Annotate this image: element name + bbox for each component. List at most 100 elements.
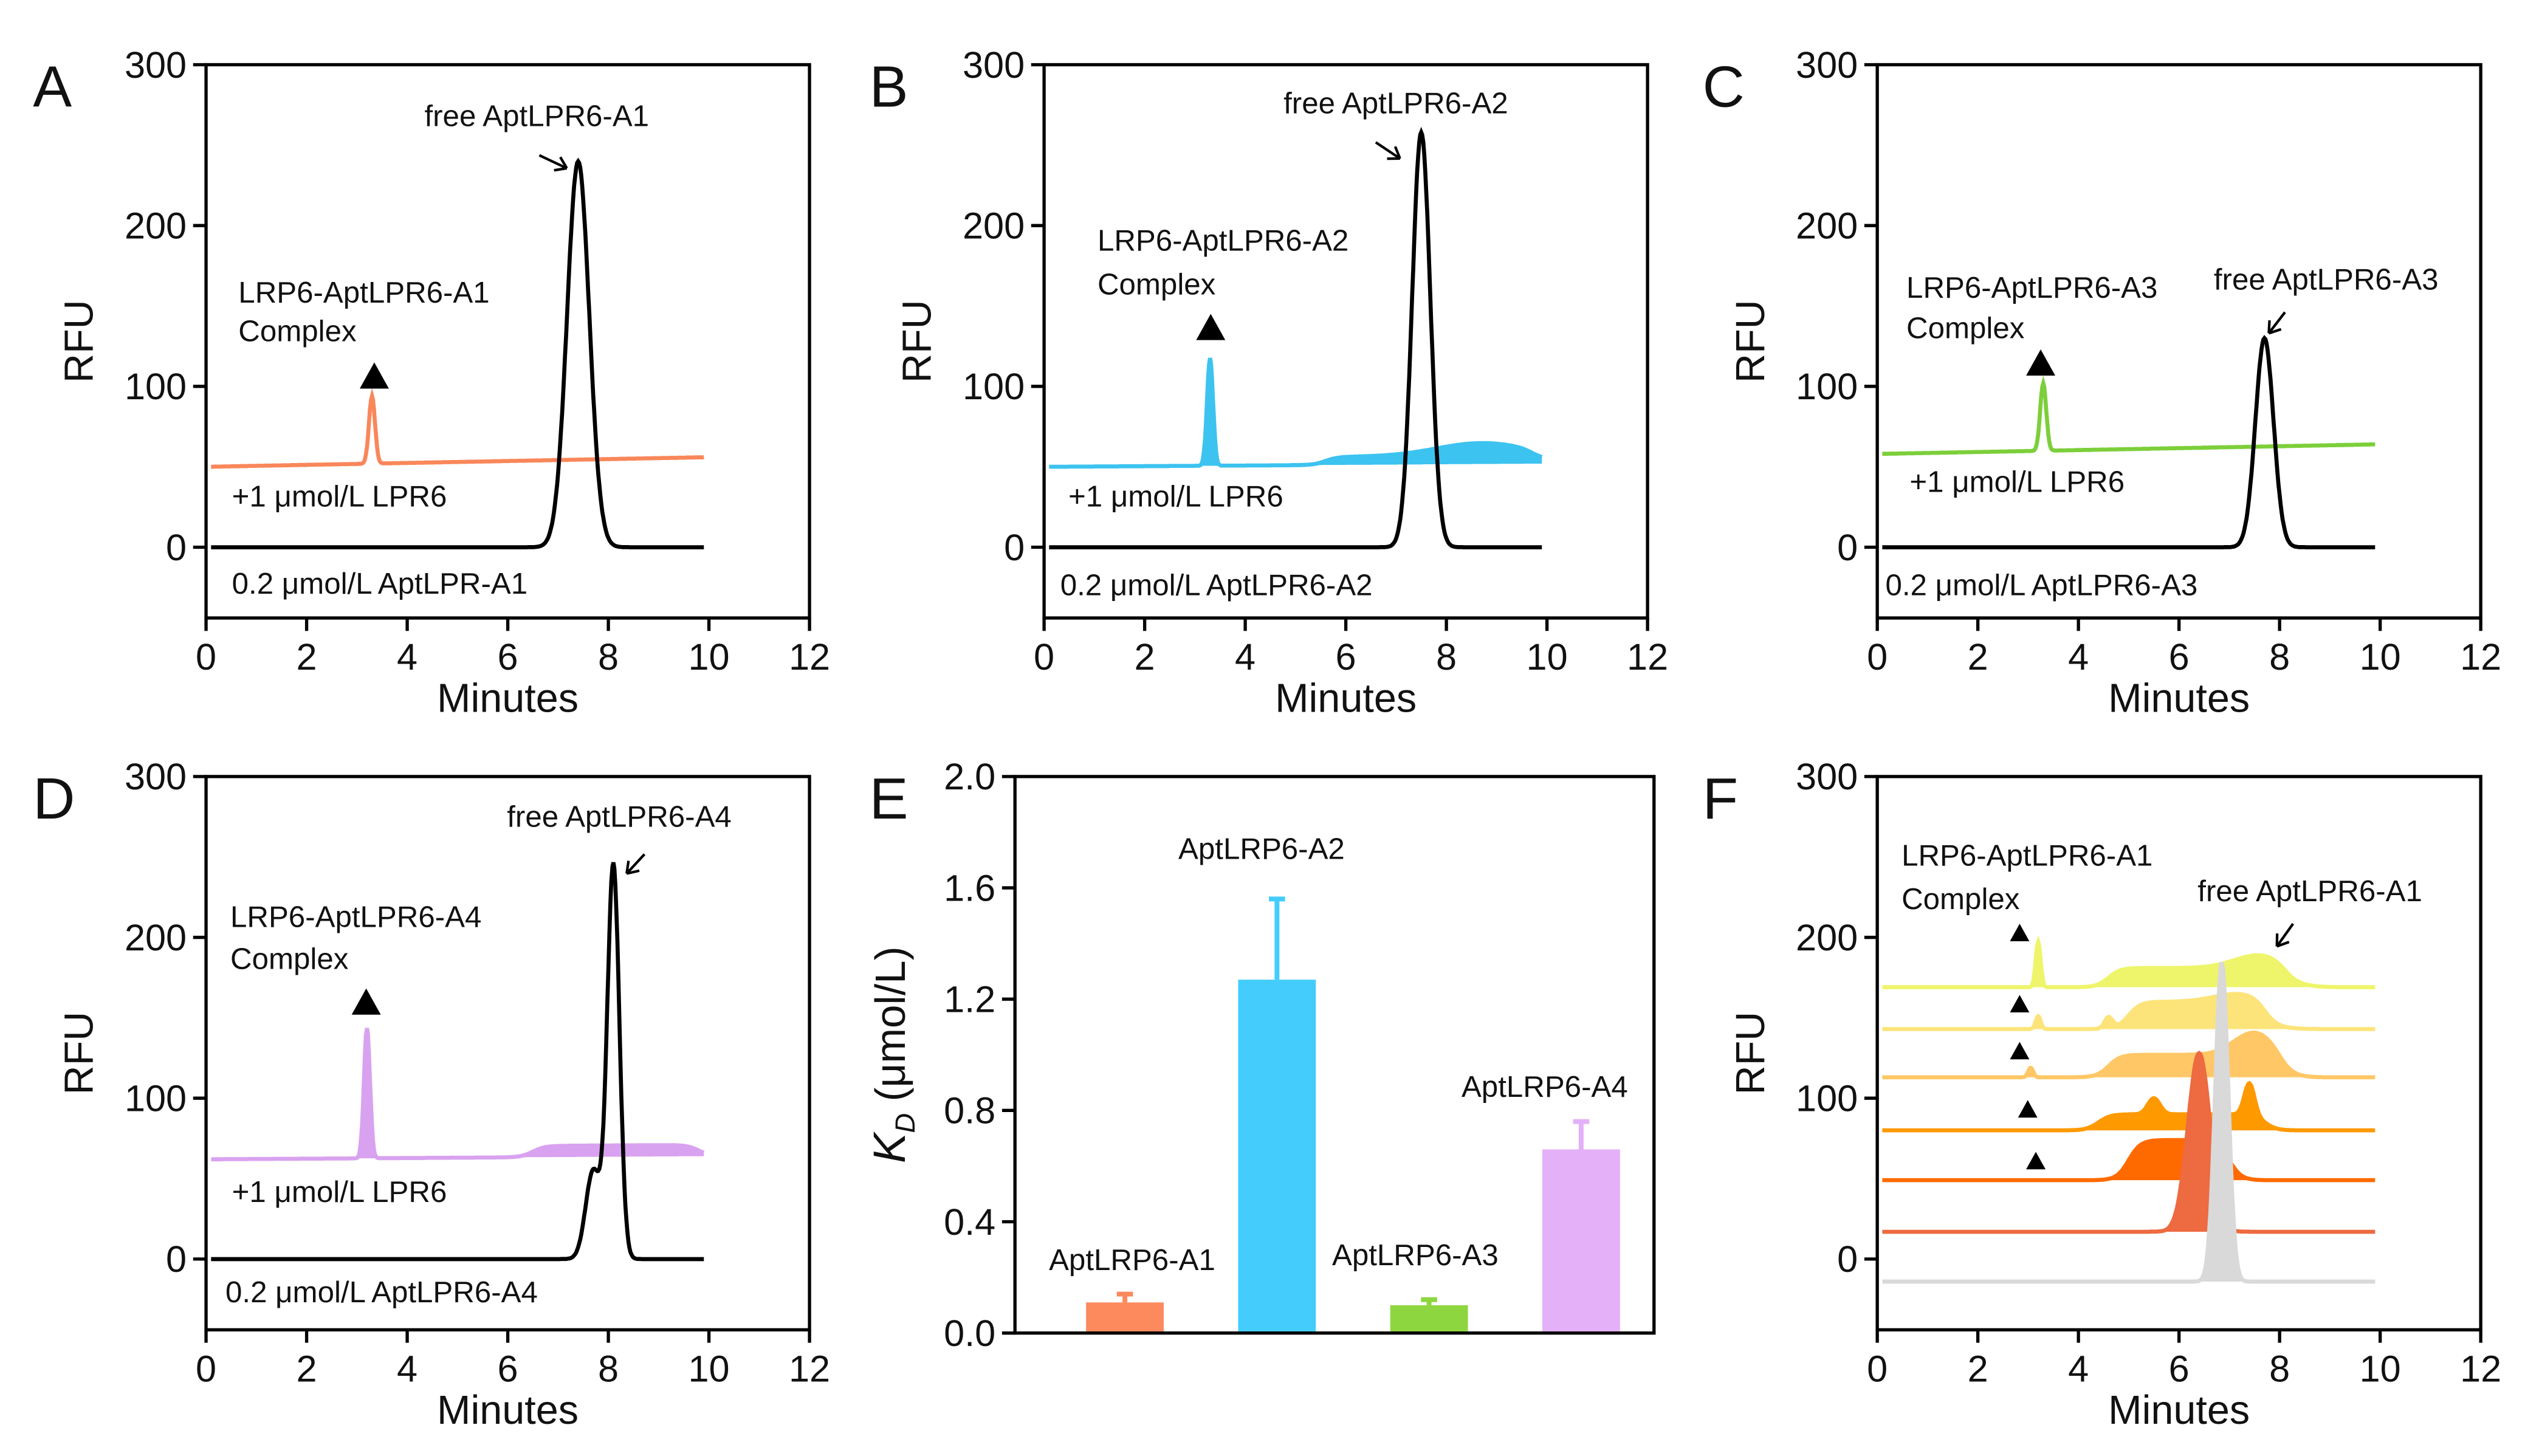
x-tick-label: 6 [1336,636,1356,678]
panel-letter: B [870,55,909,120]
x-tick-label: 0 [196,1348,216,1390]
trace-fill [1049,358,1542,467]
y-tick-label: 0.0 [944,1313,995,1354]
free-peak-label: free AptLPR6-A4 [507,800,732,833]
trace-label-complex: +1 μmol/L LPR6 [232,479,447,513]
y-tick-label: 100 [1796,366,1858,407]
complex-label-line2: Complex [1901,882,2020,916]
x-tick-label: 12 [789,1348,830,1390]
trace-fill [1882,1032,2376,1077]
x-tick-label: 6 [2169,1348,2190,1390]
x-tick-label: 4 [1235,636,1256,678]
x-tick-label: 2 [297,636,317,678]
x-tick-label: 4 [397,636,417,678]
arrow-icon [1375,141,1401,160]
x-tick-label: 2 [1135,636,1155,678]
y-tick-label: 0 [1837,527,1858,568]
x-tick-label: 4 [2068,1348,2089,1390]
trace-line [211,1028,705,1162]
y-tick-label: 0 [1004,527,1025,568]
arrow-head-icon [559,156,568,169]
x-axis-label: Minutes [437,1388,579,1433]
x-tick-label: 0 [1867,636,1888,678]
y-tick-label: 300 [125,44,187,86]
complex-label: LRP6-AptLPR6-A1 [238,276,489,309]
x-tick-label: 10 [689,1348,730,1390]
y-tick-label: 1.2 [944,978,995,1020]
x-axis-label: Minutes [1275,676,1417,721]
y-tick-label: 300 [125,756,187,797]
x-axis-label: Minutes [2108,1388,2250,1433]
trace-line [1882,992,2376,1031]
y-tick-label: 100 [963,366,1025,407]
x-tick-label: 12 [789,636,830,678]
x-tick-label: 8 [598,636,619,678]
free-peak-label: free AptLPR6-A2 [1283,86,1508,120]
x-tick-label: 0 [1034,636,1054,678]
arrow-head-icon [554,167,568,172]
y-tick-label: 1.6 [944,867,995,908]
panel-f: F 0 100 200 300 0 2 4 6 8 10 12 Minutes RFU free AptLP… [1703,756,2502,1433]
arrow-head-icon [1393,146,1401,159]
x-tick-label: 8 [598,1348,619,1390]
complex-label-line2: Complex [1098,268,1216,301]
bar [1238,980,1316,1333]
y-label-subscript: D [890,1113,921,1133]
y-axis-label: RFU [1728,1012,1773,1095]
trace-line [1049,126,1542,549]
y-axis-label: RFU [57,300,102,383]
plot-frame [1042,63,1649,620]
trace-line [1882,1050,2376,1234]
x-tick-label: 8 [2269,636,2290,678]
trace-fill [1882,942,2376,987]
x-tick-label: 6 [498,636,518,678]
arrow-icon [2267,311,2286,334]
trace-label-free: 0.2 μmol/L AptLPR6-A2 [1060,569,1373,602]
plot-frame [1875,63,2482,620]
trace-line [1882,335,2376,549]
bar-label: AptLRP6-A2 [1178,833,1345,866]
bar-label: AptLRP6-A3 [1332,1238,1499,1272]
arrow-icon [625,853,646,875]
x-tick-label: 6 [2169,636,2190,678]
x-tick-label: 10 [2360,1348,2401,1390]
x-tick-label: 10 [689,636,730,678]
bar [1390,1305,1468,1333]
bar-label: AptLRP6-A4 [1462,1070,1628,1104]
trace-fill [1882,994,2376,1029]
y-axis-label: KD (μmol/L) [864,946,921,1163]
y-tick-label: 200 [963,205,1025,246]
trace-fill [1882,1053,2376,1232]
panel-letter: C [1703,55,1745,120]
panel-letter: D [33,766,75,831]
trace-line [1049,357,1543,469]
triangle-marker-icon [2026,1152,2046,1170]
arrow-head-icon [2268,328,2282,335]
y-tick-label: 0.8 [944,1090,995,1131]
x-tick-label: 12 [1627,636,1668,678]
y-tick-label: 100 [125,1078,187,1119]
plot-frame [204,775,811,1332]
x-tick-label: 10 [2360,636,2401,678]
y-tick-label: 2.0 [944,756,995,797]
plot-frame [1875,775,2482,1332]
triangle-marker-icon [359,362,389,389]
triangle-marker-icon [2018,1100,2038,1118]
panel-c: C 0 100 200 300 0 2 4 6 8 10 12 Minutes RFU free AptLP… [1703,44,2502,721]
x-tick-label: 8 [1436,636,1457,678]
y-tick-label: 300 [1796,44,1858,86]
arrow-head-icon [626,869,640,875]
trace-label-complex: +1 μmol/L LPR6 [1909,465,2125,498]
trace-fill [1882,1083,2376,1131]
x-tick-label: 4 [397,1348,417,1390]
bar-label: AptLRP6-A1 [1049,1243,1215,1277]
y-axis-label: RFU [1728,300,1773,383]
trace-fill [1882,1140,2376,1181]
y-tick-label: 0.4 [944,1201,995,1243]
trace-label-free: 0.2 μmol/L AptLPR-A1 [232,567,527,600]
y-tick-label: 200 [1796,917,1858,958]
trace-line [1882,1138,2376,1183]
free-peak-label: free AptLPR6-A1 [2197,874,2422,908]
x-axis-label: Minutes [2108,676,2250,721]
